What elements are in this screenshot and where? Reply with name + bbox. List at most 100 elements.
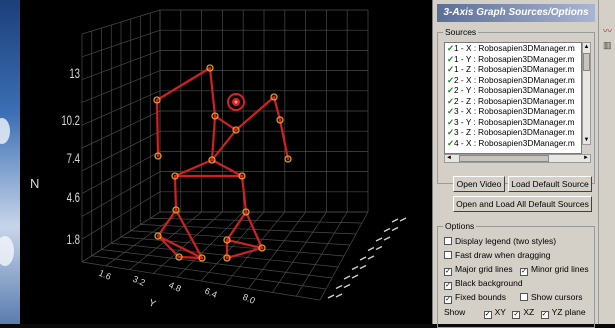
minor-grid-option[interactable]: ✓ Minor grid lines: [520, 264, 589, 276]
minor-grid-checkbox[interactable]: ✓: [520, 268, 528, 276]
scroll-thumb[interactable]: [459, 155, 549, 162]
z-tick-label: 1.8: [67, 231, 81, 247]
y-tick-label: 4.8: [167, 280, 183, 294]
skeleton-joint[interactable]: [198, 254, 206, 262]
skeleton-bone: [210, 114, 217, 162]
source-item-label: 3 - Z : Robosapien3DManager.m: [454, 127, 575, 137]
sources-list[interactable]: ✓1 - X : Robosapien3DManager.m ✓1 - Y : R…: [444, 42, 582, 154]
y-tick-label: 3.2: [131, 274, 147, 288]
skeleton-joint[interactable]: [172, 206, 180, 214]
grid-line: [81, 130, 161, 172]
show-cursors-label: Show cursors: [531, 292, 583, 302]
scroll-left-icon[interactable]: ◄: [446, 155, 452, 161]
scroll-right-icon[interactable]: ►: [583, 155, 589, 161]
y-tick-label: 1.6: [97, 268, 113, 282]
check-icon: ✓: [447, 95, 454, 106]
minor-grid-label: Minor grid lines: [531, 264, 589, 274]
skeleton-joint[interactable]: [258, 244, 266, 252]
skeleton-joint[interactable]: [153, 96, 161, 104]
black-background-checkbox[interactable]: ✓: [444, 282, 452, 290]
fast-draw-label: Fast draw when dragging: [455, 250, 551, 260]
skeleton-joint[interactable]: [154, 232, 162, 240]
skeleton-joint[interactable]: [270, 93, 278, 101]
source-item[interactable]: ✓4 - X : Robosapien3DManager.m: [445, 138, 581, 149]
skeleton-joint[interactable]: [232, 126, 240, 134]
source-item[interactable]: ✓3 - Z : Robosapien3DManager.m: [445, 127, 581, 138]
grid-line: [81, 191, 161, 240]
3d-graph-plot[interactable]: N 13 10.2 7.4 4.6 1.8 1.6 3.2 4.8 6.4 8.0 Y: [20, 0, 432, 324]
skeleton-bone: [225, 210, 248, 242]
source-item[interactable]: ✓3 - X : Robosapien3DManager.m: [445, 106, 581, 117]
grid-line: [81, 90, 161, 126]
check-icon: ✓: [447, 106, 454, 116]
fast-draw-option[interactable]: Fast draw when dragging: [444, 250, 550, 261]
source-item[interactable]: ✓1 - Y : Robosapien3DManager.m: [445, 54, 581, 65]
open-load-all-sources-button[interactable]: Open and Load All Default Sources: [453, 196, 592, 212]
show-cursors-checkbox[interactable]: [520, 293, 528, 301]
display-legend-option[interactable]: Display legend (two styles): [444, 236, 556, 247]
source-item-label: 1 - X : Robosapien3DManager.m: [454, 43, 575, 53]
scroll-thumb[interactable]: [583, 53, 590, 71]
skeleton-bone: [156, 234, 204, 260]
skeleton-joint[interactable]: [238, 172, 246, 180]
z-tick-label: 10.2: [61, 112, 80, 128]
fixed-bounds-checkbox[interactable]: ✓: [444, 296, 452, 304]
black-background-label: Black background: [455, 278, 523, 288]
load-default-source-button[interactable]: Load Default Source: [508, 176, 592, 192]
grid-line: [130, 230, 351, 246]
source-item-label: 1 - Z : Robosapien3DManager.m: [454, 64, 575, 74]
fixed-bounds-label: Fixed bounds: [455, 292, 507, 302]
x-tick-mark: [351, 265, 359, 271]
skeleton-joint[interactable]: [223, 236, 231, 244]
x-tick-mark: [383, 236, 391, 241]
source-item[interactable]: ✓2 - Y : Robosapien3DManager.m: [445, 85, 581, 96]
open-video-button[interactable]: Open Video: [453, 176, 505, 192]
target-dot-icon: [234, 100, 238, 104]
x-tick-mark: [391, 226, 399, 232]
skeleton-joint[interactable]: [175, 253, 183, 261]
bars-icon[interactable]: ▥: [603, 40, 612, 50]
graph-line-icon[interactable]: 〰: [603, 26, 613, 36]
y-axis-label: Y: [147, 298, 158, 311]
skeleton-joint[interactable]: [276, 116, 284, 124]
scroll-up-icon[interactable]: ▲: [583, 44, 590, 50]
skeleton-bone: [156, 234, 181, 259]
skeleton-joint[interactable]: [211, 112, 219, 120]
skeleton-joint[interactable]: [223, 254, 231, 262]
skeleton-joint[interactable]: [284, 155, 292, 163]
grid-line: [101, 249, 333, 279]
graph-options-panel: 3-Axis Graph Sources/Options Sources ✓1 …: [432, 0, 598, 328]
show-cursors-option[interactable]: Show cursors: [520, 292, 583, 303]
skeleton-joint[interactable]: [154, 152, 162, 160]
source-item[interactable]: ✓1 - X : Robosapien3DManager.m: [445, 43, 581, 54]
skeleton-joint[interactable]: [242, 208, 250, 216]
grid-line: [81, 70, 161, 103]
skeleton-joint[interactable]: [206, 64, 214, 72]
skeleton-bone: [155, 66, 212, 102]
source-item[interactable]: ✓3 - Y : Robosapien3DManager.m: [445, 117, 581, 128]
3d-graph-canvas[interactable]: N 13 10.2 7.4 4.6 1.8 1.6 3.2 4.8 6.4 8.0 Y: [20, 0, 432, 324]
yz-plane-checkbox[interactable]: ✓: [540, 311, 549, 319]
source-item[interactable]: ✓1 - Z : Robosapien3DManager.m: [445, 64, 581, 75]
skeleton-bone: [210, 128, 238, 162]
sources-vertical-scrollbar[interactable]: ▲ ▼: [582, 42, 591, 145]
display-legend-checkbox[interactable]: [444, 237, 452, 245]
major-grid-checkbox[interactable]: ✓: [444, 268, 452, 276]
sources-horizontal-scrollbar[interactable]: ◄ ►: [444, 154, 591, 163]
black-background-option[interactable]: ✓ Black background: [444, 278, 523, 290]
check-icon: ✓: [447, 53, 454, 64]
target-ring-icon[interactable]: [227, 93, 245, 111]
fast-draw-checkbox[interactable]: [444, 251, 452, 259]
skeleton-joint[interactable]: [171, 172, 179, 180]
source-item[interactable]: ✓2 - Z : Robosapien3DManager.m: [445, 96, 581, 107]
scroll-down-icon[interactable]: ▼: [583, 137, 590, 143]
skeleton-bone: [177, 255, 204, 260]
xy-plane-checkbox[interactable]: ✓: [483, 311, 492, 319]
z-tick-label: 4.6: [67, 189, 81, 205]
fixed-bounds-option[interactable]: ✓ Fixed bounds: [444, 292, 507, 304]
source-item-label: 4 - X : Robosapien3DManager.m: [454, 137, 575, 148]
xz-plane-checkbox[interactable]: ✓: [512, 311, 521, 319]
major-grid-option[interactable]: ✓ Major grid lines: [444, 264, 513, 276]
source-item[interactable]: ✓2 - X : Robosapien3DManager.m: [445, 75, 581, 86]
skeleton-joint[interactable]: [208, 156, 216, 164]
